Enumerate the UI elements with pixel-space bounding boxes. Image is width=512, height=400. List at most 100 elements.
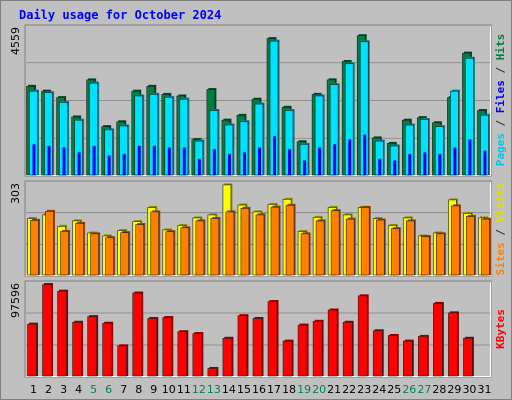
bar-face <box>120 232 129 276</box>
bar-kbytes-day-16 <box>252 316 264 377</box>
bar-face <box>327 309 338 377</box>
bar-face <box>147 318 158 377</box>
bar-sites-day-27 <box>421 235 431 276</box>
bar-kbytes-day-28 <box>433 301 444 377</box>
bar-sites-day-19 <box>300 232 311 276</box>
bar-pages-day-13 <box>212 149 216 175</box>
bar-sites-day-3 <box>60 229 71 276</box>
bar-kbytes-day-3 <box>57 289 69 377</box>
bar-sites-day-12 <box>195 219 206 276</box>
series-label-part: Sites <box>494 242 507 275</box>
bar-face <box>303 160 307 175</box>
bar-face <box>207 368 218 377</box>
series-label-visits-sites: Sites / Visits <box>494 183 507 276</box>
bar-sites-day-25 <box>390 227 401 276</box>
bar-face <box>433 303 443 377</box>
bar-pages-day-7 <box>122 154 126 175</box>
bar-face <box>57 290 67 377</box>
bar-sites-day-10 <box>165 230 176 276</box>
bar-face <box>390 228 400 276</box>
bar-face <box>451 205 460 276</box>
bar-kbytes-day-9 <box>147 316 159 377</box>
bar-sites-day-6 <box>105 236 116 276</box>
bar-pages-day-18 <box>288 149 292 175</box>
bar-kbytes-day-1 <box>27 322 38 377</box>
bar-face <box>180 227 190 276</box>
bar-face <box>47 145 51 175</box>
bar-sites-day-9 <box>150 210 161 276</box>
x-tick-label: 23 <box>357 383 371 396</box>
bar-sites-day-16 <box>255 213 266 276</box>
bar-pages-day-8 <box>137 145 141 175</box>
bar-face <box>195 220 205 276</box>
bar-face <box>255 214 265 276</box>
bar-pages-day-29 <box>453 147 457 175</box>
bar-face <box>466 216 475 276</box>
x-tick-label: 26 <box>402 383 416 396</box>
bar-sites-day-5 <box>90 232 101 276</box>
bar-sites-day-14 <box>225 210 236 276</box>
bar-face <box>393 160 397 175</box>
bar-face <box>483 150 487 175</box>
bar-face <box>330 210 340 276</box>
x-tick-label: 22 <box>342 383 356 396</box>
bar-face <box>135 224 145 276</box>
x-tick-label: 13 <box>207 383 221 396</box>
bar-face <box>132 292 143 377</box>
bar-face <box>438 154 442 175</box>
x-tick-label: 3 <box>60 383 67 396</box>
series-label-part: / <box>494 60 507 80</box>
chart-title: Daily usage for October 2024 <box>19 8 221 22</box>
bar-face <box>342 321 353 377</box>
bar-pages-day-11 <box>182 147 186 175</box>
bar-face <box>90 233 99 276</box>
series-label-part: Files <box>494 80 507 113</box>
bar-kbytes-day-7 <box>117 344 129 377</box>
bar-kbytes-day-30 <box>463 336 474 377</box>
bar-face <box>222 337 233 377</box>
bar-pages-day-12 <box>197 158 201 175</box>
bar-pages-day-21 <box>333 144 337 175</box>
x-tick-label: 8 <box>135 383 142 396</box>
bar-face <box>225 211 235 276</box>
bar-face <box>360 207 370 276</box>
x-tick-label: 18 <box>282 383 296 396</box>
bar-face <box>152 145 156 175</box>
x-tick-label: 16 <box>252 383 266 396</box>
x-tick-label: 31 <box>477 383 491 396</box>
x-tick-label: 30 <box>462 383 476 396</box>
bar-sites-day-4 <box>75 221 86 276</box>
bar-face <box>60 231 69 276</box>
bar-kbytes-day-22 <box>342 320 354 377</box>
bar-face <box>375 219 385 276</box>
series-label-part: Pages <box>494 133 507 166</box>
bar-pages-day-24 <box>378 158 382 175</box>
bar-sites-day-24 <box>375 218 386 276</box>
bar-sites-day-22 <box>345 217 356 276</box>
bar-face <box>162 317 173 377</box>
bar-face <box>77 152 81 175</box>
bar-sites-day-17 <box>270 205 281 276</box>
bar-face <box>62 147 66 175</box>
bar-face <box>463 337 473 377</box>
bar-sites-day-21 <box>330 209 341 276</box>
panel-hits-files-pages: 4559 <box>9 24 492 177</box>
bar-sites-day-31 <box>481 217 491 276</box>
bar-face <box>252 318 263 377</box>
bar-pages-day-19 <box>303 160 307 175</box>
bar-face <box>282 340 293 377</box>
x-tick-label: 25 <box>387 383 401 396</box>
bar-pages-day-15 <box>242 152 246 175</box>
bar-kbytes-day-5 <box>87 315 99 377</box>
x-tick-label: 12 <box>192 383 206 396</box>
bar-sites-day-26 <box>406 219 416 276</box>
x-tick-label: 24 <box>372 383 386 396</box>
bar-face <box>387 335 398 377</box>
bar-sites-day-1 <box>30 218 40 276</box>
x-tick-label: 7 <box>120 383 127 396</box>
y-max-label: 97596 <box>9 283 22 318</box>
x-tick-label: 10 <box>162 383 176 396</box>
series-label-part: / <box>494 222 507 242</box>
bar-pages-day-5 <box>92 145 96 175</box>
